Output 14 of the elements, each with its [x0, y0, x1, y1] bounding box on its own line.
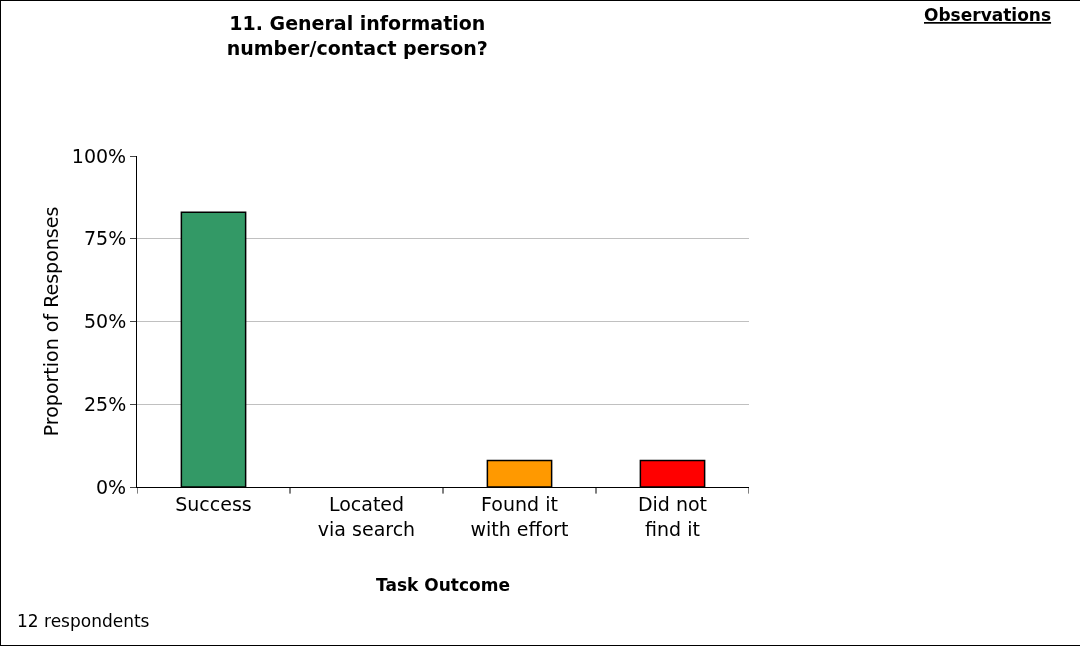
- x-axis-title: Task Outcome: [376, 574, 510, 595]
- y-tick-label: 0%: [96, 475, 127, 498]
- y-tick-label: 100%: [71, 144, 127, 167]
- text: 12 respondents: [17, 611, 150, 631]
- text: Observations: [924, 5, 1052, 25]
- x-tick-label: Did not find it: [637, 492, 708, 540]
- chart-title: 11. General information number/contact person?: [226, 11, 488, 59]
- y-axis-title: Proportion of Responses: [39, 206, 62, 437]
- y-tick-label: 75%: [83, 227, 127, 250]
- y-tick-label: 50%: [83, 310, 127, 333]
- x-tick-label: Found it with effort: [470, 492, 569, 540]
- y-tick-label: 25%: [83, 392, 127, 415]
- x-tick-label: Located via search: [317, 492, 416, 540]
- x-tick-label: Success: [175, 492, 252, 515]
